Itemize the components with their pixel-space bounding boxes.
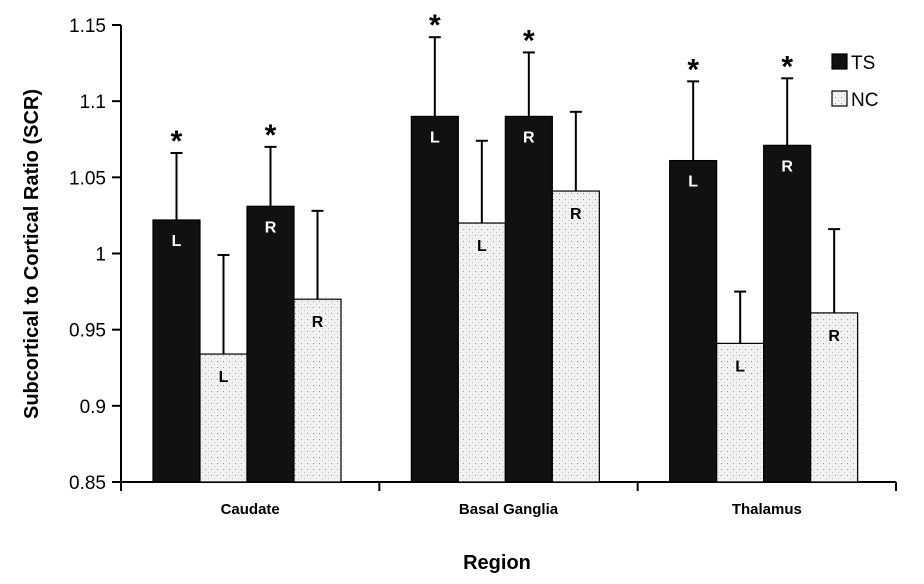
bar-ts-l bbox=[410, 115, 459, 483]
bar-ts-r bbox=[504, 115, 553, 483]
bar-ts-l bbox=[669, 159, 718, 483]
y-tick-label: 1.05 bbox=[69, 168, 106, 189]
bar-ts-l bbox=[152, 219, 201, 483]
x-tick-label: Caudate bbox=[221, 501, 280, 518]
x-tick-label: Basal Ganglia bbox=[459, 501, 559, 518]
x-axis-title: Region bbox=[463, 552, 531, 574]
significance-star: * bbox=[171, 125, 183, 158]
y-tick-label: 1 bbox=[95, 245, 106, 266]
bar-nc-r bbox=[810, 312, 859, 483]
legend-label-nc: NC bbox=[851, 90, 878, 111]
y-tick-label: 1.15 bbox=[69, 16, 106, 37]
bar-side-label: L bbox=[430, 129, 440, 146]
legend-swatch-nc bbox=[831, 90, 848, 107]
bar-side-label: R bbox=[570, 206, 582, 223]
plot-area: 0.85 0.9 0.95 1 1.05 1.1 1.15 Caudate Basal Gang… bbox=[69, 9, 897, 518]
bar-side-label: L bbox=[172, 233, 182, 250]
bar-side-label: L bbox=[688, 174, 698, 191]
bar-side-label: R bbox=[828, 328, 840, 345]
y-tick-label: 1.1 bbox=[80, 92, 106, 113]
bar-side-label: L bbox=[477, 238, 487, 255]
bar-ts-r bbox=[763, 144, 812, 483]
y-tick-label: 0.95 bbox=[69, 321, 106, 342]
y-axis-title: Subcortical to Cortical Ratio (SCR) bbox=[21, 89, 43, 419]
bar-side-label: R bbox=[523, 129, 535, 146]
x-tick-label: Thalamus bbox=[732, 501, 802, 518]
bar-side-label: R bbox=[265, 219, 277, 236]
bar-nc-l bbox=[716, 342, 765, 483]
legend-swatch-ts bbox=[831, 53, 848, 70]
significance-star: * bbox=[265, 119, 277, 152]
bar-side-label: L bbox=[735, 358, 745, 375]
bar-nc-r bbox=[551, 190, 600, 483]
significance-star: * bbox=[429, 9, 441, 42]
significance-star: * bbox=[781, 50, 793, 83]
significance-star: * bbox=[523, 24, 535, 57]
y-tick-label: 0.85 bbox=[69, 473, 106, 494]
bar-side-label: R bbox=[781, 158, 793, 175]
bar-ts-r bbox=[246, 205, 295, 483]
y-tick-label: 0.9 bbox=[80, 397, 106, 418]
bar-nc-l bbox=[199, 353, 248, 483]
bar-side-label: L bbox=[219, 369, 229, 386]
bar-nc-r bbox=[293, 298, 342, 483]
bar-nc-l bbox=[457, 222, 506, 483]
legend-label-ts: TS bbox=[851, 53, 875, 74]
significance-star: * bbox=[687, 53, 699, 86]
bar-side-label: R bbox=[312, 314, 324, 331]
